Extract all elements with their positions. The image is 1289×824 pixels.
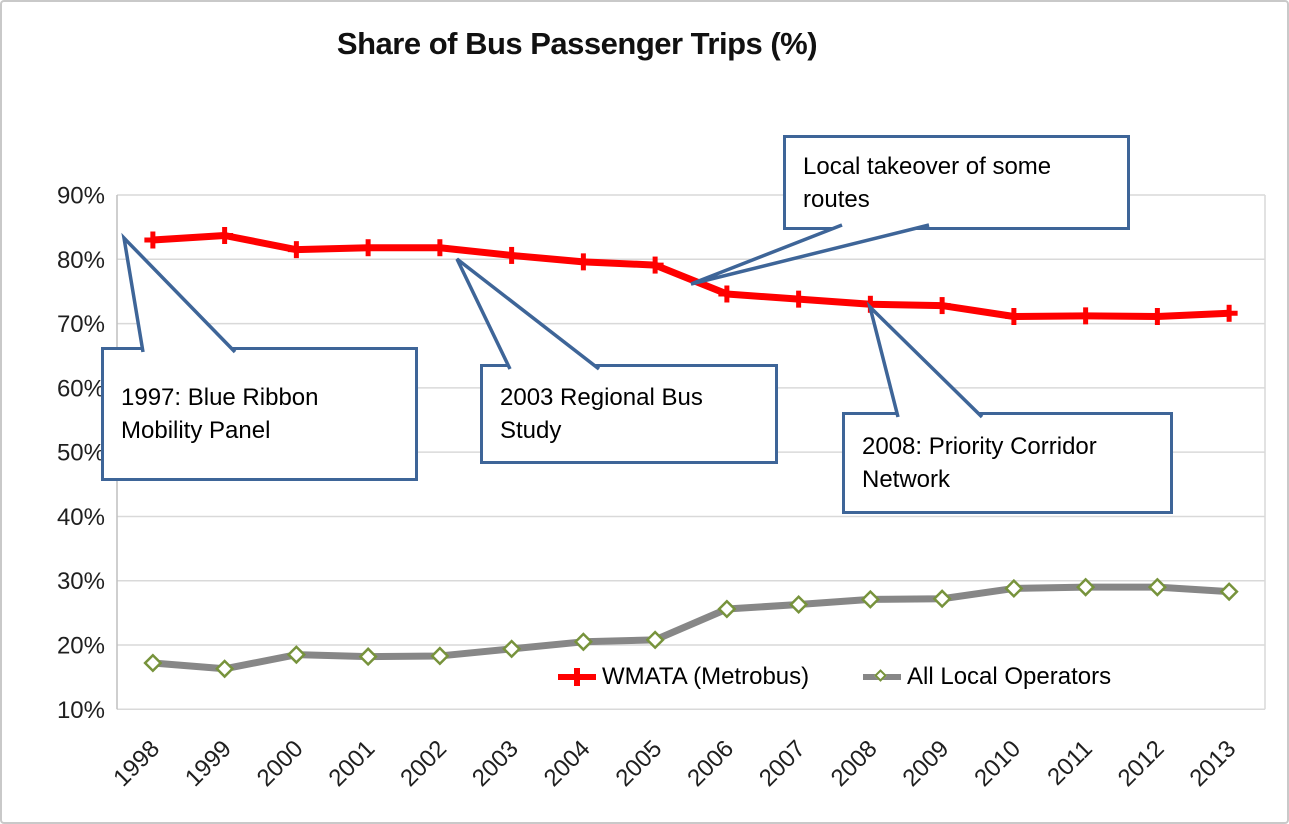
svg-text:80%: 80% (57, 247, 105, 274)
svg-text:2003: 2003 (467, 735, 524, 792)
chart-title: Share of Bus Passenger Trips (%) (336, 26, 818, 61)
callout-text-line: Mobility Panel (121, 417, 271, 444)
svg-text:40%: 40% (57, 504, 105, 531)
legend-local-operators-marker-icon (863, 662, 901, 692)
legend-item-wmata: WMATA (Metrobus) (558, 662, 809, 692)
svg-text:2009: 2009 (898, 735, 955, 792)
callout-2008-priority-corridor: 2008: Priority Corridor Network (842, 412, 1173, 514)
svg-text:20%: 20% (57, 633, 105, 660)
series-wmata (144, 227, 1238, 326)
svg-text:60%: 60% (57, 375, 105, 402)
svg-text:90%: 90% (57, 183, 105, 210)
svg-text:10%: 10% (57, 697, 105, 724)
svg-text:2012: 2012 (1113, 735, 1170, 792)
svg-text:70%: 70% (57, 311, 105, 338)
callout-text-line: Network (862, 466, 951, 493)
svg-text:1998: 1998 (108, 735, 165, 792)
series-local-operators (143, 577, 1239, 679)
callout-text-line: 2003 Regional Bus (500, 384, 703, 411)
callout-text-line: Study (500, 417, 562, 444)
legend-label: All Local Operators (907, 663, 1112, 690)
svg-text:1999: 1999 (180, 735, 237, 792)
svg-text:50%: 50% (57, 440, 105, 467)
svg-text:2008: 2008 (826, 735, 883, 792)
callout-text-line: 2008: Priority Corridor (862, 433, 1097, 460)
svg-text:2005: 2005 (611, 735, 668, 792)
svg-text:2013: 2013 (1185, 735, 1242, 792)
x-axis-labels: 1998 1999 2000 2001 2002 2003 2004 2005 2006 2007… (108, 735, 1241, 792)
legend-item-local-operators: All Local Operators (863, 662, 1111, 692)
svg-text:2001: 2001 (324, 735, 381, 792)
callout-text-line: routes (803, 185, 870, 213)
callout-1997-blue-ribbon: 1997: Blue Ribbon Mobility Panel (101, 347, 418, 481)
callout-text-line: Local takeover of some (803, 152, 1052, 180)
svg-text:2006: 2006 (682, 735, 739, 792)
legend-label: WMATA (Metrobus) (602, 663, 810, 690)
svg-text:2002: 2002 (395, 735, 452, 792)
svg-text:2007: 2007 (754, 735, 811, 792)
svg-text:2004: 2004 (539, 735, 596, 792)
svg-text:2011: 2011 (1042, 735, 1098, 791)
plus-marker-icon (574, 668, 580, 686)
callout-local-takeover: Local takeover of some routes (783, 135, 1130, 230)
svg-text:2010: 2010 (969, 735, 1026, 792)
svg-text:30%: 30% (57, 568, 105, 595)
y-axis-labels: 10% 20% 30% 40% 50% 60% 70% 80% 90% (57, 183, 105, 724)
callout-2003-regional-bus-study: 2003 Regional Bus Study (480, 364, 778, 464)
callout-text-line: 1997: Blue Ribbon (121, 384, 319, 411)
legend-wmata-marker-icon (558, 662, 596, 692)
svg-text:2000: 2000 (252, 735, 309, 792)
